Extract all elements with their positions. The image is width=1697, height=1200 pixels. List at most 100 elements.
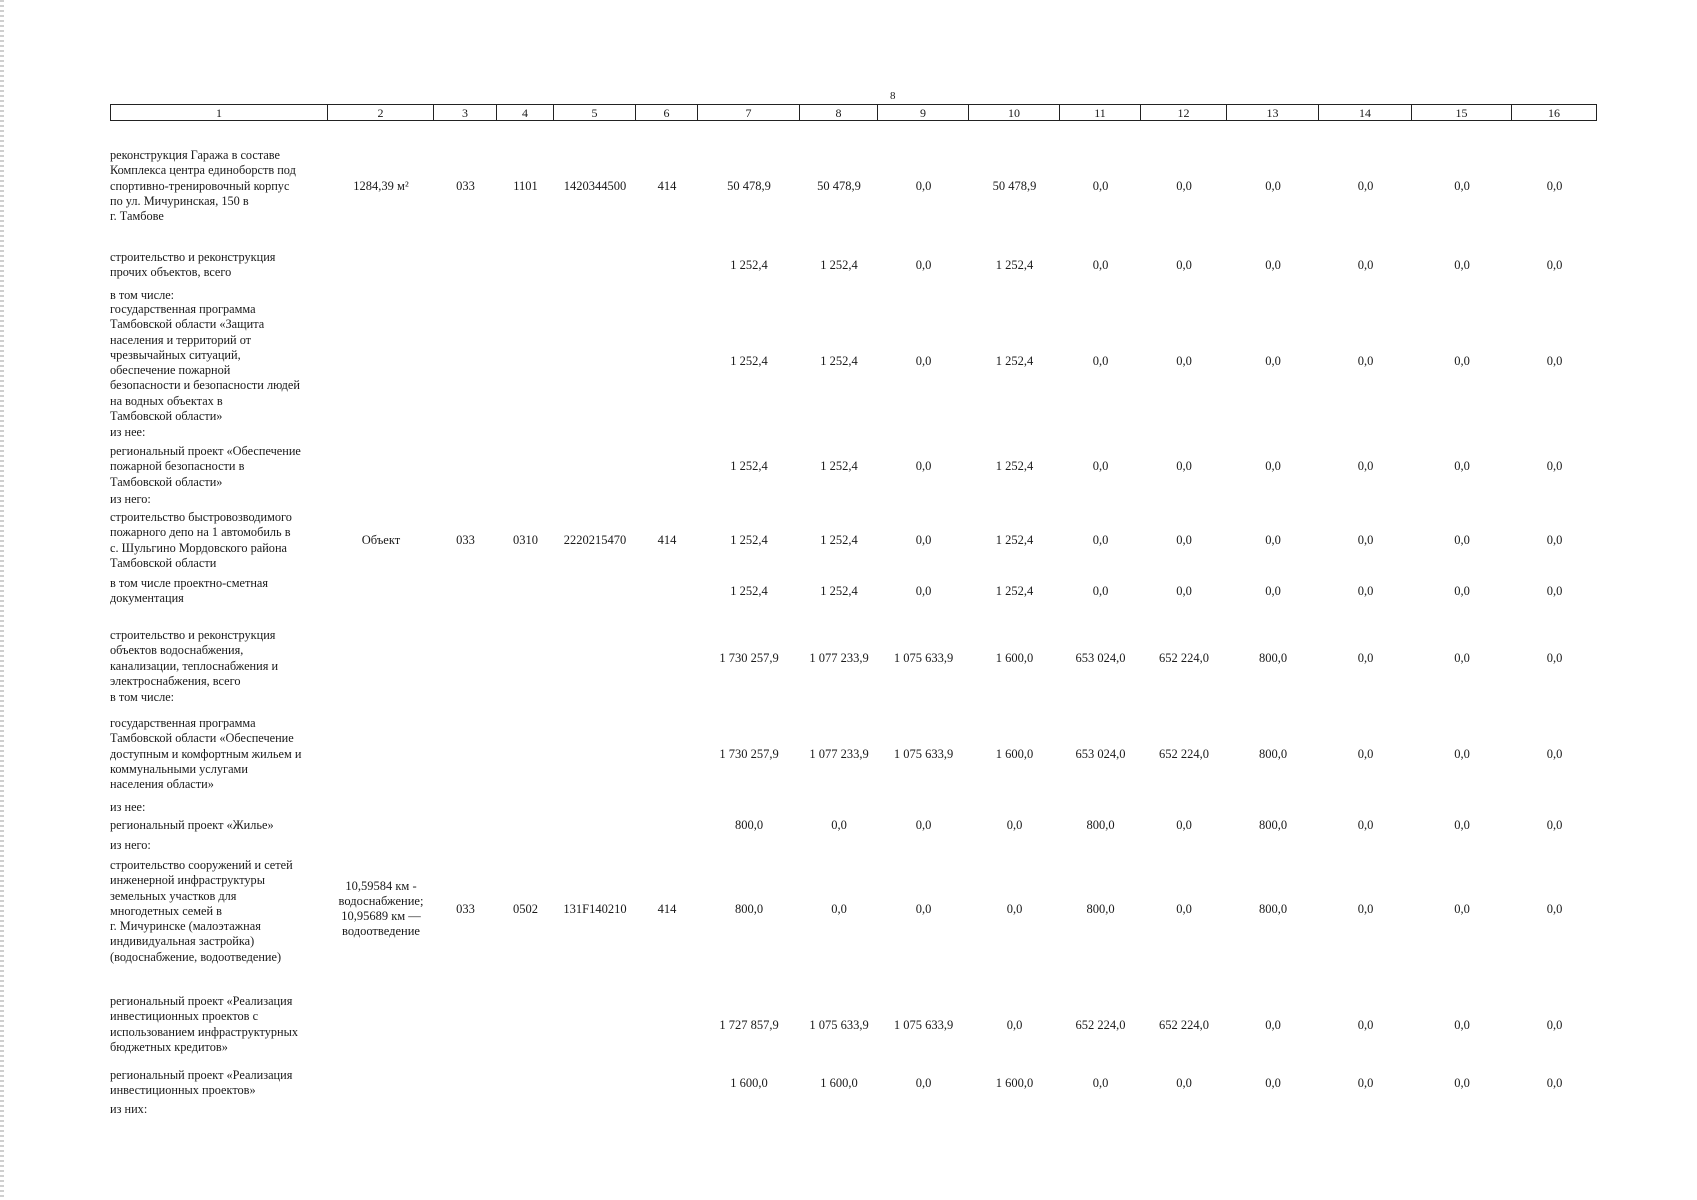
value-cell: 1 730 257,9 [719, 651, 779, 665]
value-cell: 1 077 233,9 [809, 651, 869, 665]
value-cell: 1 252,4 [820, 583, 858, 598]
value-cell: 1 600,0 [730, 1075, 768, 1090]
header-cell: 13 [1227, 104, 1319, 121]
value-cell: 0,0 [1092, 532, 1109, 547]
value-cell: 0,0 [1546, 651, 1563, 665]
header-cell: 8 [800, 104, 878, 121]
value-cell: 0,0 [1176, 459, 1192, 473]
value-cell: 0,0 [831, 817, 847, 832]
value-cell: 1 075 633,9 [809, 1017, 869, 1032]
value-cell: 0,0 [1265, 459, 1281, 473]
value-cell: 1 075 633,9 [893, 651, 954, 665]
value-cell: 0,0 [915, 353, 932, 368]
section-cell [497, 716, 554, 792]
value-cell: 0,0 [1454, 459, 1470, 473]
target-item-cell: 131F140210 [563, 901, 627, 916]
target-item-cell [554, 302, 636, 420]
unit-cell [328, 1068, 434, 1098]
value-cell: 0,0 [1454, 583, 1470, 598]
header-cell: 16 [1512, 104, 1597, 121]
table-row: в том числе проектно-сметная документаци… [110, 576, 1597, 606]
value-cell: 0,0 [1357, 583, 1374, 598]
section-cell [497, 250, 554, 280]
section-cell [497, 302, 554, 420]
note-text: в том числе: [110, 690, 175, 704]
expense-type-cell [636, 576, 698, 606]
value-cell: 50 478,9 [817, 179, 861, 193]
header-cell: 14 [1319, 104, 1412, 121]
row-description: строительство и реконструкция прочих объ… [110, 250, 276, 280]
target-item-cell [554, 628, 636, 689]
value-cell: 1 727 857,9 [719, 1017, 779, 1032]
value-cell: 0,0 [915, 583, 932, 598]
value-cell: 0,0 [1265, 353, 1281, 368]
code-cell [434, 576, 497, 606]
code-cell [434, 628, 497, 689]
table-row: строительство и реконструкция объектов в… [110, 628, 1597, 689]
value-cell: 0,0 [1176, 179, 1192, 193]
value-cell: 0,0 [1265, 1075, 1281, 1090]
table-row: строительство сооружений и сетей инженер… [110, 858, 1597, 964]
header-cell: 10 [969, 104, 1060, 121]
header-cell: 5 [554, 104, 636, 121]
value-cell: 0,0 [1357, 179, 1374, 193]
row-description: строительство быстровозводимого пожарног… [110, 510, 292, 570]
value-cell: 0,0 [1092, 1075, 1109, 1090]
value-cell: 0,0 [1546, 901, 1563, 916]
value-cell: 0,0 [915, 817, 932, 832]
value-cell: 0,0 [1357, 1017, 1374, 1032]
value-cell: 0,0 [1454, 179, 1470, 193]
expense-type-cell [636, 250, 698, 280]
table-row: государственная программа Тамбовской обл… [110, 302, 1597, 423]
code-cell: 033 [456, 179, 475, 193]
value-cell: 0,0 [1265, 1017, 1281, 1032]
section-cell [497, 444, 554, 489]
value-cell: 0,0 [1357, 746, 1374, 761]
value-cell: 0,0 [1546, 746, 1563, 761]
target-item-cell [554, 1068, 636, 1098]
code-cell [434, 994, 497, 1056]
value-cell: 0,0 [1454, 1075, 1470, 1090]
section-cell: 0310 [513, 532, 538, 547]
value-cell: 0,0 [1176, 817, 1192, 832]
value-cell: 1 600,0 [820, 1075, 858, 1090]
table-row: региональный проект «Реализация инвестиц… [110, 994, 1597, 1056]
value-cell: 0,0 [1092, 459, 1109, 473]
value-cell: 1 730 257,9 [719, 746, 779, 761]
value-cell: 0,0 [1454, 651, 1470, 665]
value-cell: 0,0 [831, 901, 847, 916]
unit-cell: 1284,39 м² [353, 179, 409, 193]
value-cell: 0,0 [915, 257, 932, 272]
value-cell: 1 600,0 [995, 1075, 1034, 1090]
table-row: строительство и реконструкция прочих объ… [110, 250, 1597, 280]
code-cell [434, 716, 497, 792]
expense-type-cell: 414 [657, 179, 677, 193]
target-item-cell [554, 818, 636, 832]
unit-cell [328, 818, 434, 832]
code-cell [434, 1068, 497, 1098]
section-cell: 0502 [513, 901, 538, 916]
value-cell: 0,0 [1006, 1017, 1023, 1032]
value-cell: 800,0 [1258, 817, 1288, 832]
value-cell: 0,0 [1176, 353, 1192, 368]
row-description: региональный проект «Реализация инвестиц… [110, 1068, 293, 1098]
unit-cell [328, 716, 434, 792]
value-cell: 0,0 [1092, 583, 1109, 598]
code-cell [434, 818, 497, 832]
value-cell: 0,0 [1265, 532, 1281, 547]
section-cell [497, 994, 554, 1056]
value-cell: 50 478,9 [727, 179, 771, 193]
value-cell: 0,0 [1546, 179, 1563, 193]
unit-cell: 10,59584 км - водоснабжение; 10,95689 км… [338, 879, 424, 938]
value-cell: 0,0 [1265, 257, 1281, 272]
section-cell [497, 576, 554, 606]
value-cell: 0,0 [1357, 532, 1374, 547]
table-row: региональный проект «Обеспечение пожарно… [110, 444, 1597, 489]
scan-edge [0, 0, 4, 1200]
value-cell: 0,0 [1546, 532, 1563, 547]
note-text: из них: [110, 1102, 148, 1116]
code-cell [434, 302, 497, 420]
table-row: региональный проект «Реализация инвестиц… [110, 1068, 1597, 1098]
value-cell: 1 252,4 [995, 257, 1034, 272]
target-item-cell [554, 576, 636, 606]
